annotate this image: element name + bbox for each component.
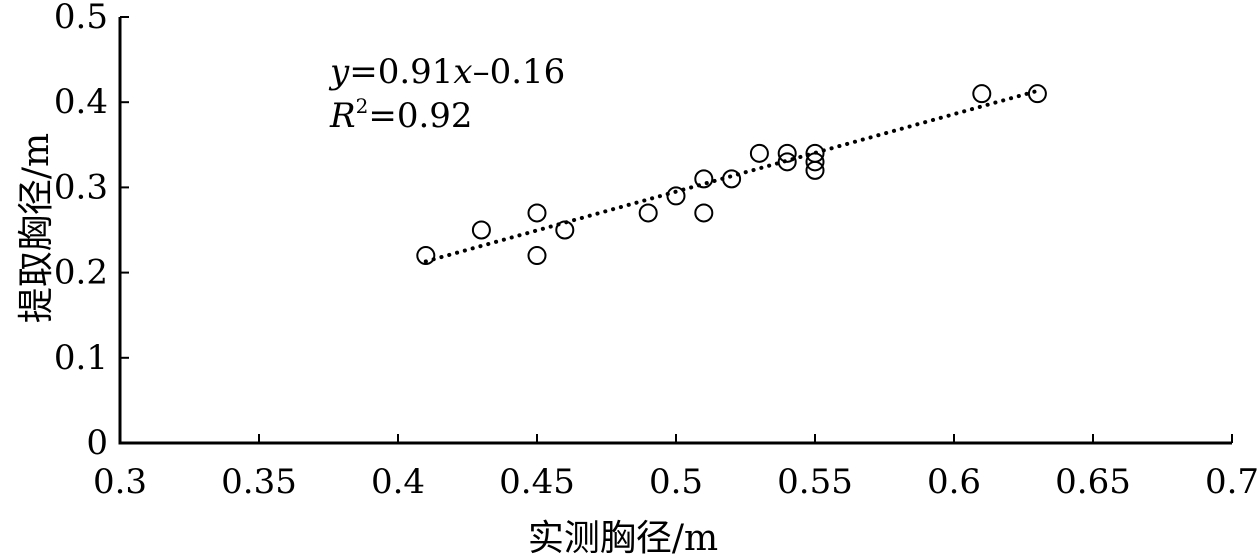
x-tick-label: 0.5 (649, 462, 703, 502)
data-point (805, 160, 825, 180)
r2-superscript: 2 (356, 94, 369, 118)
trendline-path (423, 88, 1040, 264)
x-tick-label: 0.65 (1055, 462, 1131, 502)
r-squared: R2=0.92 (329, 94, 473, 136)
data-point (972, 84, 992, 104)
data-point (777, 143, 797, 163)
x-tick-label: 0.4 (371, 462, 425, 502)
y-tick-label: 0.5 (54, 0, 108, 37)
y-axis-ticks: 0 0.1 0.2 0.3 0.4 0.5 (54, 0, 129, 463)
x-tick-label: 0.3 (93, 462, 147, 502)
x-tick-label: 0.45 (499, 462, 575, 502)
data-point (694, 203, 714, 223)
data-point (471, 220, 491, 240)
eq-y-symbol: y (328, 52, 350, 92)
y-tick-label: 0.3 (54, 167, 108, 207)
trendline (423, 88, 1040, 264)
r2-symbol: R (329, 96, 356, 136)
eq-x-symbol: x (453, 52, 472, 92)
data-point (805, 152, 825, 172)
x-tick-label: 0.35 (221, 462, 297, 502)
data-points (416, 84, 1047, 266)
data-point (555, 220, 575, 240)
axes (118, 17, 1232, 445)
data-point (638, 203, 658, 223)
r2-value: =0.92 (368, 96, 472, 136)
data-point (527, 203, 547, 223)
data-point (527, 246, 547, 266)
y-tick-label: 0.4 (54, 82, 108, 122)
y-tick-label: 0.1 (54, 338, 108, 378)
data-point (416, 246, 436, 266)
data-point (694, 169, 714, 189)
data-point (749, 143, 769, 163)
data-point (722, 169, 742, 189)
data-point (1027, 84, 1047, 104)
data-point (777, 152, 797, 172)
y-tick-label: 0.2 (54, 253, 108, 293)
eq-slope: =0.91 (349, 52, 453, 92)
y-tick-label: 0 (86, 423, 108, 463)
x-axis-label: 实测胸径/m (528, 518, 718, 559)
data-point (666, 186, 686, 206)
eq-intercept: –0.16 (473, 52, 566, 92)
x-axis-ticks: 0.3 0.35 0.4 0.45 0.5 0.55 0.6 0.65 0.7 (93, 434, 1258, 502)
x-tick-label: 0.6 (927, 462, 981, 502)
y-axis-label: 提取胸径/m (16, 133, 57, 323)
x-tick-label: 0.55 (777, 462, 853, 502)
x-tick-label: 0.7 (1205, 462, 1258, 502)
regression-equation: y=0.91x–0.16 (328, 52, 565, 92)
